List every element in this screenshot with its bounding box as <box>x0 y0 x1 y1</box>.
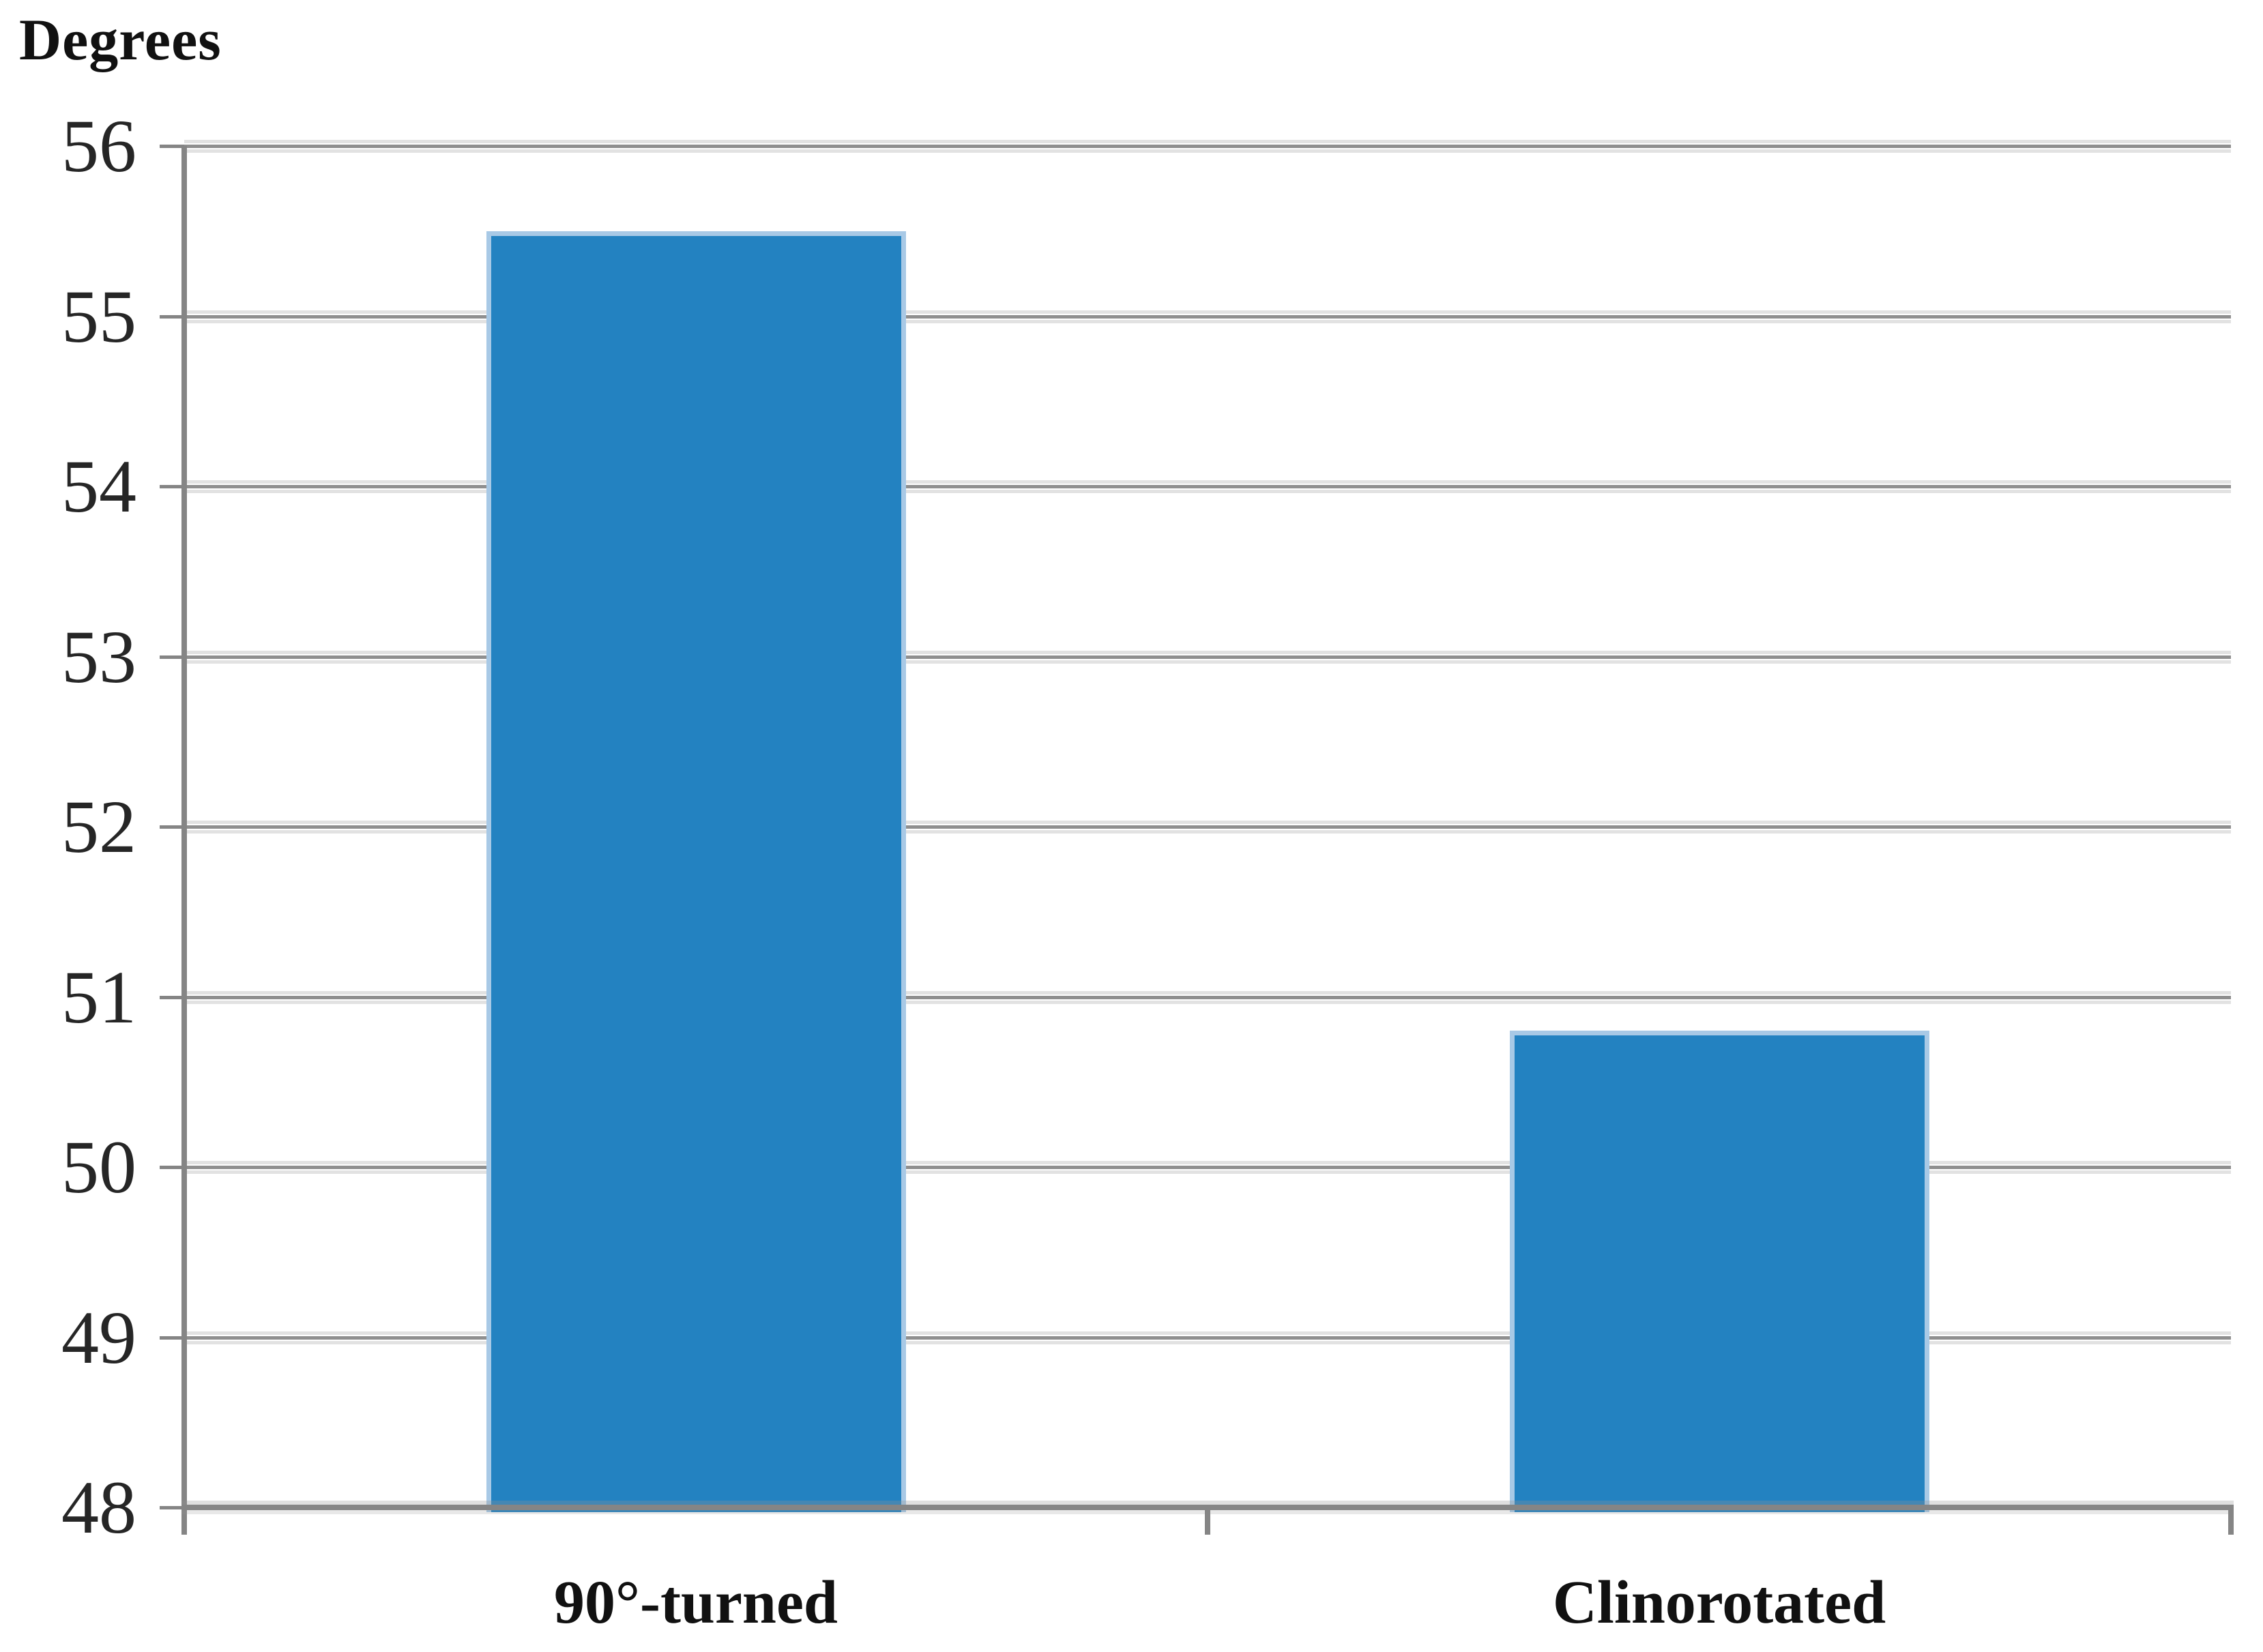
gridline <box>184 314 2231 319</box>
y-tick-label: 56 <box>61 104 136 188</box>
gridline <box>184 1166 2231 1169</box>
x-category-label: Clinorotated <box>1552 1569 1886 1636</box>
y-axis-line <box>181 146 187 1535</box>
y-tick-label: 50 <box>61 1125 136 1209</box>
gridline <box>184 825 2231 829</box>
y-axis-tick <box>160 825 184 829</box>
gridline <box>184 145 2231 148</box>
gridline <box>184 1336 2231 1340</box>
y-axis-title: Degrees <box>19 7 222 72</box>
y-axis-tick <box>160 145 184 148</box>
y-axis-tick <box>160 655 184 659</box>
y-tick-label: 52 <box>61 785 136 868</box>
bar-90-turned <box>486 231 906 1512</box>
y-tick-label: 49 <box>61 1295 136 1379</box>
bar-clinorotated <box>1509 1031 1929 1512</box>
y-tick-label: 48 <box>61 1466 136 1549</box>
y-tick-label: 51 <box>61 955 136 1039</box>
y-axis-tick <box>160 1166 184 1169</box>
y-tick-label: 53 <box>61 615 136 698</box>
y-axis-tick <box>160 485 184 488</box>
y-tick-label: 54 <box>61 445 136 528</box>
x-category-label: 90°-turned <box>554 1569 838 1636</box>
gridline <box>184 995 2231 999</box>
x-axis-tick <box>1205 1507 1210 1535</box>
gridline <box>184 485 2231 488</box>
x-axis-tick <box>2228 1507 2234 1535</box>
y-axis-tick <box>160 314 184 319</box>
y-tick-label: 55 <box>61 274 136 358</box>
y-axis-tick <box>160 1336 184 1340</box>
y-axis-tick <box>160 995 184 999</box>
gridline <box>184 655 2231 659</box>
y-axis-tick <box>160 1506 184 1509</box>
